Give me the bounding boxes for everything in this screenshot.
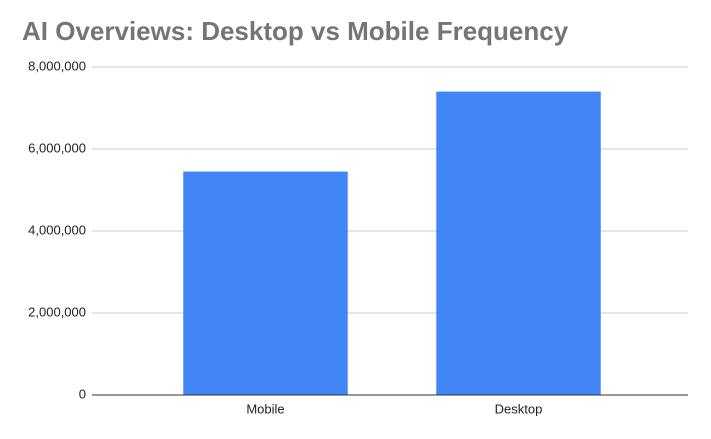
y-tick-label: 8,000,000 [28,58,86,73]
chart-title: AI Overviews: Desktop vs Mobile Frequenc… [22,16,569,46]
x-tick-label: Desktop [495,401,543,416]
y-tick-label: 4,000,000 [28,222,86,237]
y-tick-label: 6,000,000 [28,140,86,155]
y-tick-label: 0 [79,386,86,401]
bar [183,171,348,395]
bar [436,91,601,395]
x-tick-label: Mobile [246,401,284,416]
y-tick-label: 2,000,000 [28,304,86,319]
